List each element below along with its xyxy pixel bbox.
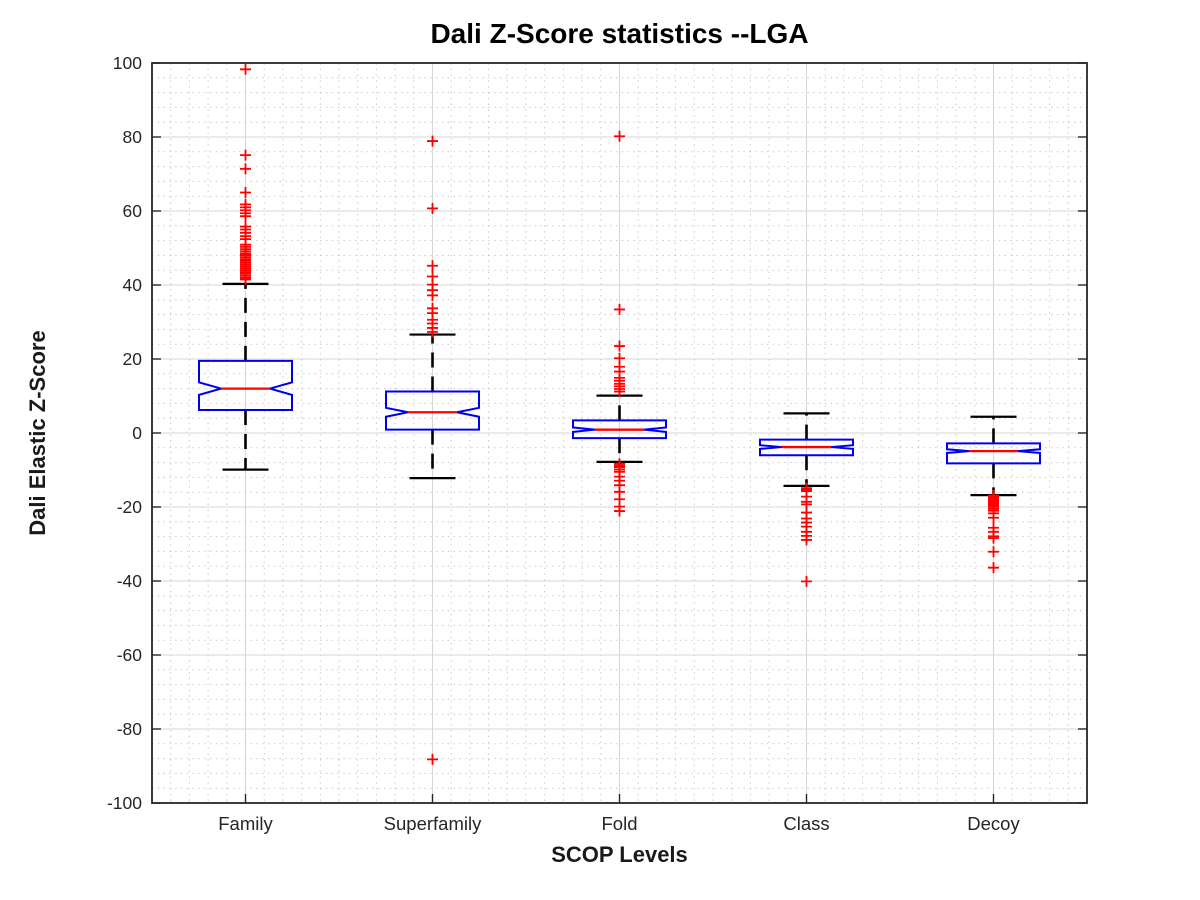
y-tick-label: -20	[117, 497, 143, 517]
outlier-marker	[614, 386, 625, 398]
box-fold	[572, 419, 667, 440]
box-family	[198, 359, 293, 412]
outlier-marker	[427, 289, 438, 301]
outlier-marker	[427, 326, 438, 338]
box-class	[759, 438, 854, 457]
x-tick-label: Superfamily	[384, 813, 482, 834]
outlier-marker	[427, 260, 438, 272]
y-tick-label: -40	[117, 571, 143, 591]
major-grid	[152, 63, 1087, 803]
x-tick-label: Family	[218, 813, 273, 834]
outlier-marker	[801, 534, 812, 546]
outlier-marker	[240, 149, 251, 161]
box-superfamily	[385, 390, 480, 431]
outlier-marker	[240, 273, 251, 285]
x-tick-label: Decoy	[967, 813, 1020, 834]
x-axis-label: SCOP Levels	[551, 842, 688, 867]
y-tick-label: 40	[123, 275, 143, 295]
y-tick-label: 60	[123, 201, 143, 221]
outlier-marker	[988, 546, 999, 558]
outlier-marker	[614, 505, 625, 517]
box-group-fold	[572, 130, 667, 517]
y-axis-label: Dali Elastic Z-Score	[25, 330, 50, 536]
x-tick-label: Fold	[602, 813, 638, 834]
outlier-marker	[427, 753, 438, 765]
y-tick-label: -100	[107, 793, 142, 813]
outlier-marker	[988, 562, 999, 574]
outlier-marker	[240, 187, 251, 198]
outlier-marker	[240, 63, 251, 75]
y-tick-label: 100	[113, 53, 142, 73]
x-tick-label: Class	[783, 813, 829, 834]
chart-title: Dali Z-Score statistics --LGA	[430, 18, 809, 49]
outlier-marker	[427, 202, 438, 214]
outlier-marker	[614, 303, 625, 315]
y-tick-label: -80	[117, 719, 143, 739]
outlier-marker	[240, 163, 251, 175]
outlier-marker	[614, 340, 625, 352]
outlier-marker	[427, 135, 438, 147]
box-group-superfamily	[385, 135, 480, 765]
axes-frame: 100 80 60 40 20 0 -20 -40 -60 -80 -100 Family Superf…	[107, 53, 1088, 834]
box-group-decoy	[946, 415, 1041, 574]
box-group-family	[198, 63, 293, 471]
y-tick-label: 0	[132, 423, 142, 443]
outlier-marker	[240, 210, 251, 222]
y-tick-label: 20	[123, 349, 143, 369]
box-decoy	[946, 442, 1041, 465]
box-group-class	[759, 412, 854, 587]
outlier-marker	[614, 130, 625, 142]
outlier-marker	[988, 512, 999, 524]
outlier-marker	[988, 532, 999, 544]
y-tick-label: -60	[117, 645, 143, 665]
outlier-marker	[801, 575, 812, 587]
y-tick-label: 80	[123, 127, 143, 147]
